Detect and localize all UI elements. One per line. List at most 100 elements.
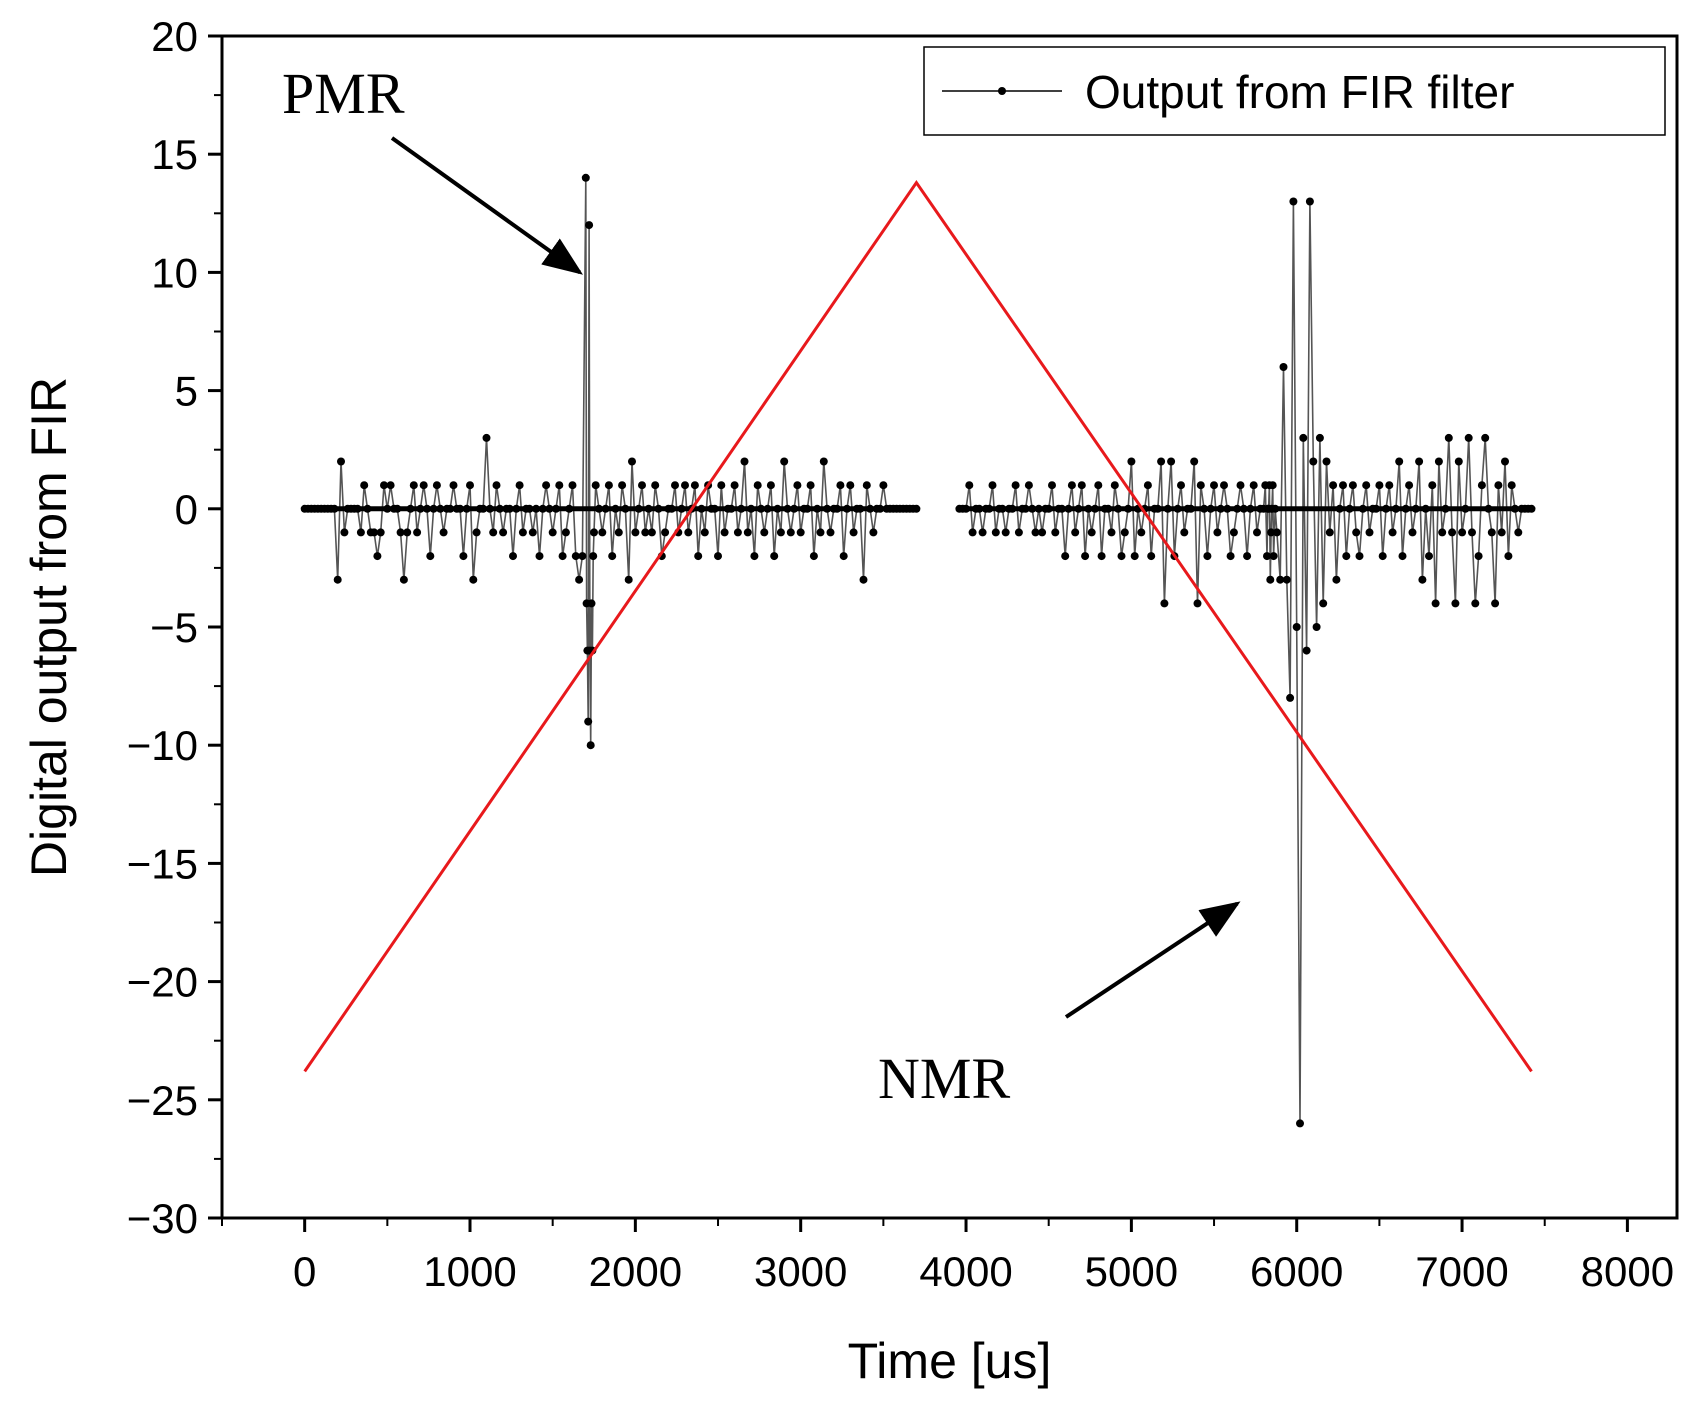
series-fir-point (586, 741, 595, 750)
series-fir-point (1312, 623, 1321, 631)
series-fir-point (601, 504, 610, 513)
x-tick-label: 6000 (1250, 1248, 1343, 1295)
series-fir-point (446, 504, 455, 513)
series-fir-point (1097, 552, 1106, 561)
series-fir-point (697, 504, 706, 513)
series-fir-point (337, 457, 345, 466)
series-fir-point (1305, 197, 1314, 206)
series-fir-point (1117, 552, 1126, 561)
series-fir-point (1031, 528, 1040, 537)
series-fir-point (733, 528, 742, 537)
x-tick-label: 8000 (1581, 1248, 1674, 1295)
x-tick-label: 4000 (919, 1248, 1012, 1295)
x-tick-label: 3000 (754, 1248, 847, 1295)
x-tick-label: 7000 (1415, 1248, 1508, 1295)
series-fir-point (1504, 552, 1513, 561)
series-fir-point (962, 504, 970, 513)
series-fir-point (456, 504, 465, 513)
series-fir-point (1451, 599, 1460, 608)
x-axis-title: Time [us] (848, 1333, 1052, 1389)
series-fir-point (587, 599, 596, 608)
series-fir-point (568, 481, 577, 490)
series-fir-point (1107, 528, 1116, 537)
x-tick-label: 2000 (589, 1248, 682, 1295)
series-fir-point (1246, 504, 1255, 513)
series-fir-point (492, 481, 501, 490)
series-fir-point (1268, 481, 1277, 490)
series-fir-point (1527, 504, 1536, 513)
series-fir-point (1418, 575, 1427, 584)
series-fir-point (1272, 528, 1281, 537)
series-fir-point (1375, 481, 1384, 490)
series-fir-point (591, 481, 600, 490)
annotation-pmr: PMR (282, 61, 405, 126)
series-fir-point (409, 481, 418, 490)
x-axis-ticks: 0 1000 2000 3000 4000 5000 6000 7000 8000 (221, 1218, 1674, 1295)
series-fir-point (1487, 528, 1496, 537)
series-fir-point (776, 528, 785, 537)
series-fir-point (1266, 575, 1275, 584)
series-fir-point (1200, 504, 1209, 513)
series-fir-point (571, 552, 580, 561)
series-fir-point (717, 481, 726, 490)
series-fir-point (555, 481, 564, 490)
series-fir-point (426, 552, 435, 561)
series-fir-point (1372, 504, 1381, 513)
series-fir-point (618, 481, 627, 490)
series-fir-point (1213, 528, 1222, 537)
series-fir-point (1474, 552, 1483, 561)
series-fir-point (1454, 457, 1463, 466)
series-fir-point (624, 575, 633, 584)
series-fir-point (1206, 504, 1215, 513)
series-fir-point (1229, 528, 1238, 537)
series-fir-point (1249, 481, 1258, 490)
series-fir-point (879, 481, 888, 490)
series-fir-point (1511, 504, 1519, 513)
series-fir-point (677, 504, 686, 513)
series-fir-point (628, 457, 636, 466)
series-fir-point (1355, 552, 1364, 561)
x-tick-label: 0 (293, 1248, 316, 1295)
series-fir-point (581, 173, 590, 182)
series-fir-point (793, 481, 802, 490)
series-fir-point (370, 528, 379, 537)
series-fir-point (449, 481, 458, 490)
series-fir-point (1028, 504, 1037, 513)
series-fir-point (998, 504, 1007, 513)
series-fir-point (489, 528, 498, 537)
series-fir-point (826, 528, 835, 537)
series-fir-point (499, 528, 508, 537)
series-fir-point (416, 504, 425, 513)
series-fir-point (413, 528, 422, 537)
series-fir-point (380, 481, 388, 490)
series-fir-point (532, 504, 541, 513)
series-fir-point (714, 552, 722, 561)
series-fir-point (515, 481, 524, 490)
series-fir-point (823, 504, 832, 513)
series-fir-point (634, 504, 643, 513)
series-fir-point (651, 481, 660, 490)
series-fir-point (740, 457, 749, 466)
series-fir-point (462, 504, 471, 513)
series-fir-point (1415, 457, 1424, 466)
series-fir-point (482, 433, 491, 442)
series-fir-point (859, 575, 868, 584)
series-fir-point (1292, 623, 1301, 631)
series-fir-point (833, 504, 842, 513)
series-fir-point (1398, 552, 1407, 561)
series-fir-point (869, 528, 878, 537)
series-fir-point (340, 528, 349, 537)
series-fir-point (1444, 433, 1453, 442)
series-fir-point (1441, 504, 1450, 513)
series-fir-point (647, 528, 656, 537)
series-fir-point (1391, 504, 1400, 513)
y-tick-label: 20 (151, 13, 198, 60)
y-tick-label: −20 (127, 959, 198, 1006)
series-triangle (303, 179, 1533, 1073)
series-fir-point (1269, 552, 1278, 561)
series-fir-point (396, 528, 405, 537)
series-fir-point (429, 504, 438, 513)
series-fir-point (406, 504, 415, 513)
series-fir-point (1395, 457, 1404, 466)
series-fir-point (360, 481, 369, 490)
